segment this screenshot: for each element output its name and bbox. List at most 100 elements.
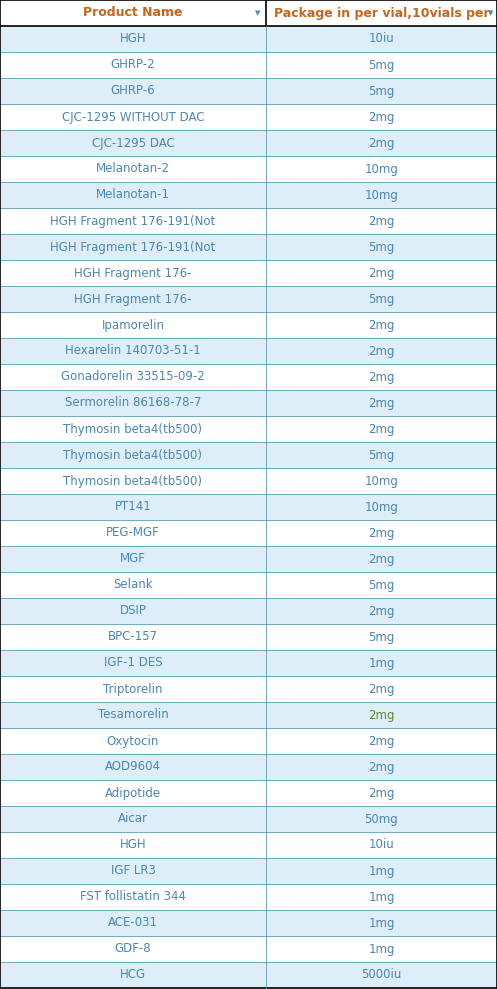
Text: 5mg: 5mg (368, 448, 395, 462)
Text: PT141: PT141 (115, 500, 151, 513)
Text: 10mg: 10mg (364, 162, 399, 175)
Bar (0, 780, 497, 806)
Text: 5mg: 5mg (368, 293, 395, 306)
Bar (0, 260, 497, 286)
Text: BPC-157: BPC-157 (108, 631, 158, 644)
Text: 5mg: 5mg (368, 631, 395, 644)
Bar (0, 312, 497, 338)
Text: 2mg: 2mg (368, 136, 395, 149)
Bar (0, 364, 497, 390)
Text: 2mg: 2mg (368, 708, 395, 722)
Text: 2mg: 2mg (368, 397, 395, 409)
Text: 10mg: 10mg (364, 500, 399, 513)
Bar (0, 520, 497, 546)
Bar (0, 156, 497, 182)
Text: CJC-1295 WITHOUT DAC: CJC-1295 WITHOUT DAC (62, 111, 204, 124)
Text: Gonadorelin 33515-09-2: Gonadorelin 33515-09-2 (61, 371, 205, 384)
Text: Tesamorelin: Tesamorelin (97, 708, 168, 722)
Text: ACE-031: ACE-031 (108, 917, 158, 930)
Text: DSIP: DSIP (119, 604, 147, 617)
Text: 2mg: 2mg (368, 344, 395, 357)
Bar (0, 338, 497, 364)
Bar (0, 650, 497, 676)
Text: Hexarelin 140703-51-1: Hexarelin 140703-51-1 (65, 344, 201, 357)
Text: ▼: ▼ (255, 10, 260, 16)
Text: 10mg: 10mg (364, 189, 399, 202)
Bar (0, 442, 497, 468)
Bar (0, 130, 497, 156)
Bar (0, 910, 497, 936)
Text: Selank: Selank (113, 579, 153, 591)
Text: IGF LR3: IGF LR3 (110, 864, 156, 877)
Bar (0, 962, 497, 988)
Text: Aicar: Aicar (118, 813, 148, 826)
Text: GHRP-2: GHRP-2 (111, 58, 155, 71)
Bar (0, 390, 497, 416)
Bar (0, 546, 497, 572)
Bar (0, 208, 497, 234)
Text: 1mg: 1mg (368, 657, 395, 670)
Bar (0, 0, 497, 26)
Bar (0, 728, 497, 754)
Text: Sermorelin 86168-78-7: Sermorelin 86168-78-7 (65, 397, 201, 409)
Text: Adipotide: Adipotide (105, 786, 161, 799)
Text: 2mg: 2mg (368, 735, 395, 748)
Bar (0, 468, 497, 494)
Text: HGH Fragment 176-: HGH Fragment 176- (74, 293, 192, 306)
Text: Melanotan-2: Melanotan-2 (96, 162, 170, 175)
Text: 2mg: 2mg (368, 371, 395, 384)
Bar (0, 104, 497, 130)
Text: Oxytocin: Oxytocin (107, 735, 159, 748)
Text: 2mg: 2mg (368, 111, 395, 124)
Text: 2mg: 2mg (368, 215, 395, 227)
Text: GDF-8: GDF-8 (115, 943, 151, 955)
Text: 1mg: 1mg (368, 890, 395, 904)
Text: Ipamorelin: Ipamorelin (101, 318, 165, 331)
Text: CJC-1295 DAC: CJC-1295 DAC (91, 136, 174, 149)
Bar (0, 416, 497, 442)
Text: Thymosin beta4(tb500): Thymosin beta4(tb500) (64, 422, 202, 435)
Text: 5mg: 5mg (368, 579, 395, 591)
Text: HGH Fragment 176-191(Not: HGH Fragment 176-191(Not (50, 215, 216, 227)
Text: ▼: ▼ (489, 10, 494, 16)
Bar (0, 806, 497, 832)
Text: HGH: HGH (120, 33, 146, 45)
Text: 1mg: 1mg (368, 917, 395, 930)
Text: HGH Fragment 176-: HGH Fragment 176- (74, 266, 192, 280)
Text: 2mg: 2mg (368, 318, 395, 331)
Bar (0, 676, 497, 702)
Bar (0, 52, 497, 78)
Text: HGH Fragment 176-191(Not: HGH Fragment 176-191(Not (50, 240, 216, 253)
Text: 2mg: 2mg (368, 604, 395, 617)
Text: 1mg: 1mg (368, 864, 395, 877)
Bar (0, 234, 497, 260)
Bar (0, 832, 497, 858)
Text: FST follistatin 344: FST follistatin 344 (80, 890, 186, 904)
Text: HGH: HGH (120, 839, 146, 852)
Text: 2mg: 2mg (368, 266, 395, 280)
Text: Triptorelin: Triptorelin (103, 682, 163, 695)
Bar (0, 182, 497, 208)
Bar (0, 858, 497, 884)
Bar (0, 26, 497, 52)
Text: 5mg: 5mg (368, 58, 395, 71)
Text: 5mg: 5mg (368, 240, 395, 253)
Text: 2mg: 2mg (368, 526, 395, 540)
Bar (0, 702, 497, 728)
Text: 2mg: 2mg (368, 422, 395, 435)
Bar (0, 572, 497, 598)
Bar (0, 598, 497, 624)
Text: Thymosin beta4(tb500): Thymosin beta4(tb500) (64, 475, 202, 488)
Text: 2mg: 2mg (368, 786, 395, 799)
Text: 5000iu: 5000iu (361, 968, 402, 981)
Text: 1mg: 1mg (368, 943, 395, 955)
Text: 50mg: 50mg (365, 813, 398, 826)
Bar (0, 624, 497, 650)
Text: Package in per vial,10vials per: Package in per vial,10vials per (274, 7, 489, 20)
Text: Product Name: Product Name (83, 7, 183, 20)
Bar (0, 884, 497, 910)
Text: Thymosin beta4(tb500): Thymosin beta4(tb500) (64, 448, 202, 462)
Text: 2mg: 2mg (368, 553, 395, 566)
Bar (0, 286, 497, 312)
Text: 2mg: 2mg (368, 682, 395, 695)
